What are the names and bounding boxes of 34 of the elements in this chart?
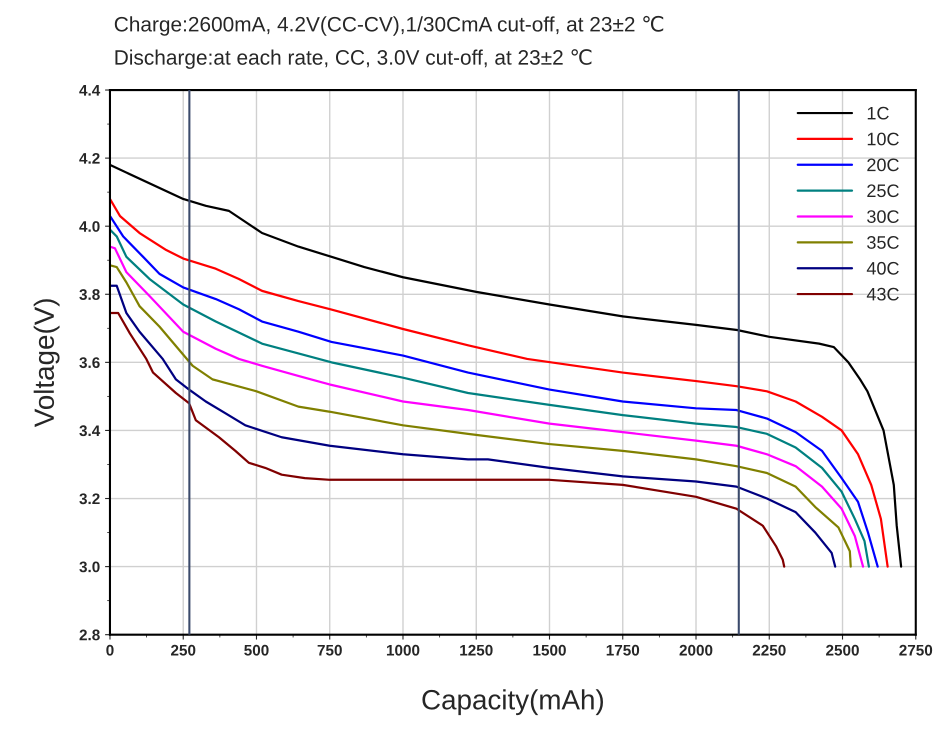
x-tick-label: 1000 [386, 644, 420, 656]
legend-label: 40C [866, 262, 899, 275]
x-tick-label: 2250 [752, 644, 786, 656]
x-tick-label: 2500 [826, 644, 859, 656]
y-tick-label: 3.0 [79, 561, 100, 572]
x-tick-label: 250 [171, 644, 196, 656]
line-series [110, 312, 786, 568]
x-tick-label: 1250 [460, 644, 493, 656]
x-tick-label: 0 [106, 644, 114, 656]
y-tick-label: 4.2 [79, 152, 100, 164]
legend-label: 20C [867, 158, 899, 172]
y-axis-title: Voltage(V) [34, 299, 60, 428]
y-tick-label: 2.8 [80, 630, 100, 640]
x-tick-label: 2000 [680, 644, 712, 656]
x-tick-label: 2750 [899, 644, 932, 656]
x-tick-label: 1750 [606, 644, 640, 656]
x-axis-title: Capacity(mAh) [422, 689, 603, 716]
y-tick-label: 3.6 [79, 357, 100, 368]
x-tick-label: 750 [318, 644, 342, 656]
legend-label: 10C [868, 132, 899, 146]
chart-subtitle: Discharge:at each rate, CC, 3.0V cut-off, at 23±2 ℃ [115, 49, 592, 69]
x-tick-label: 1500 [533, 644, 566, 656]
y-tick-label: 4.0 [79, 221, 100, 232]
y-tick-label: 3.2 [79, 493, 100, 504]
y-tick-label: 3.8 [79, 289, 100, 300]
legend-label: 1C [868, 106, 889, 120]
legend-label: 43C [866, 288, 899, 301]
legend-label: 35C [867, 236, 899, 249]
legend-label: 25C [867, 184, 899, 198]
x-tick-label: 500 [244, 644, 269, 656]
chart-title: Charge:2600mA, 4.2V(CC-CV),1/30CmA cut-off, at 23±2 ℃ [114, 16, 664, 36]
y-tick-label: 3.4 [79, 425, 100, 436]
legend-label: 30C [867, 210, 899, 223]
y-tick-label: 4.4 [79, 85, 100, 96]
